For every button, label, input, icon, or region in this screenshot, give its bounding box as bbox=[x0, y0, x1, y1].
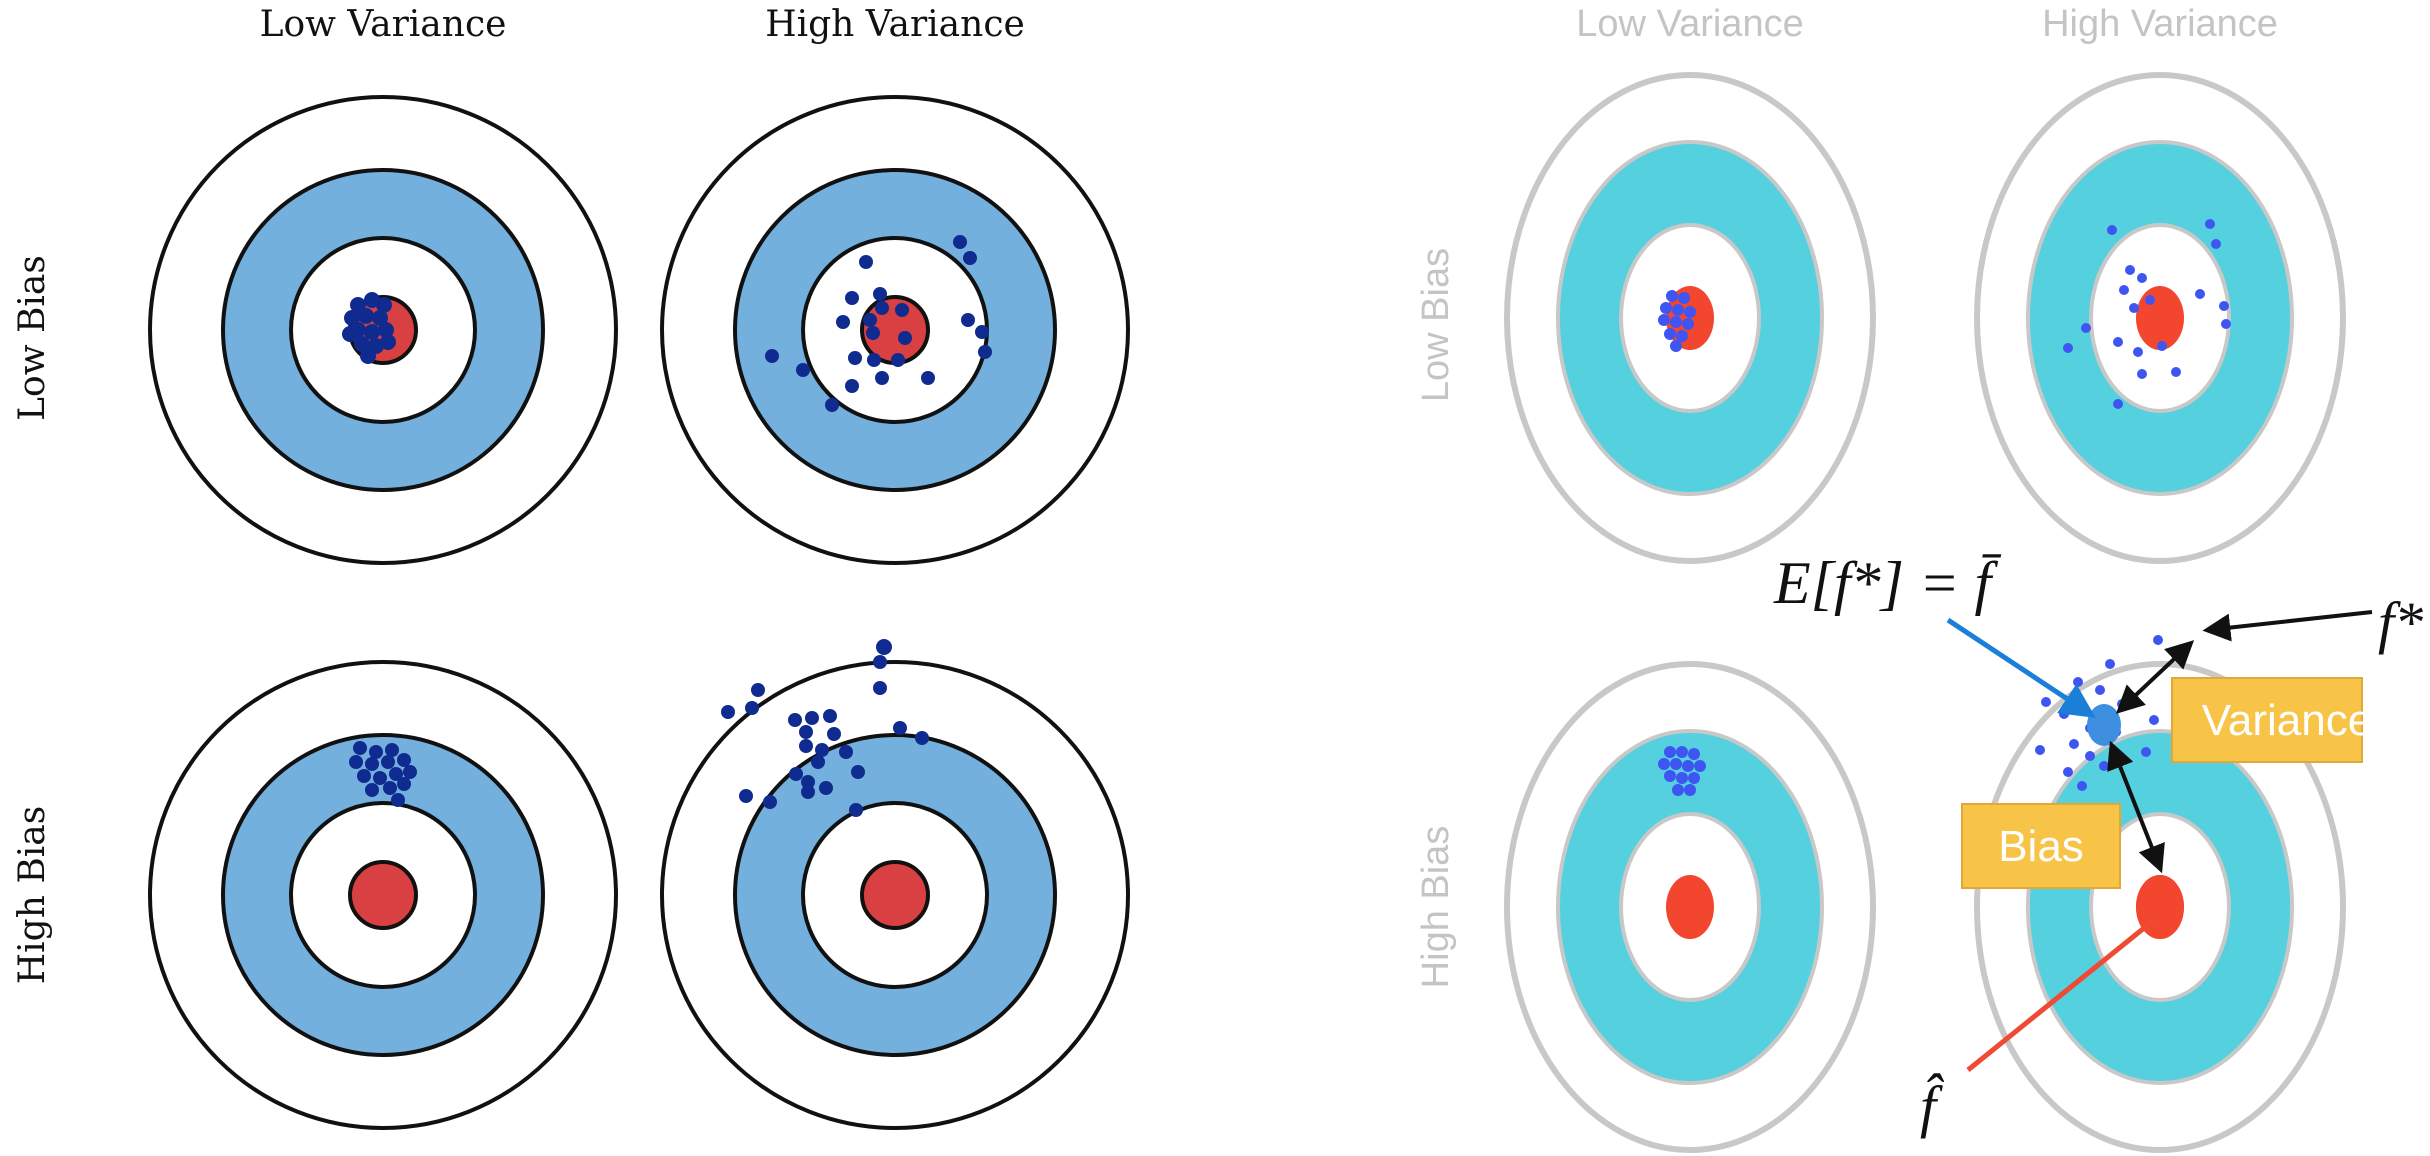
left-row-label-high-bias: High Bias bbox=[12, 806, 53, 985]
f-hat-label: f̂ bbox=[1920, 1074, 1944, 1139]
expected-value-arrow bbox=[1946, 617, 2096, 718]
expected-value-marker bbox=[2087, 704, 2121, 746]
right-dots-high-bias-low-variance bbox=[1658, 746, 1706, 796]
right-target-low-bias-high-variance bbox=[1974, 72, 2346, 564]
left-row-label-low-bias: Low Bias bbox=[12, 255, 53, 421]
left-dots-high-bias-high-variance bbox=[721, 639, 929, 817]
right-dots-low-bias-low-variance bbox=[1658, 290, 1696, 352]
variance-label: Variance bbox=[2202, 696, 2372, 745]
left-target-high-bias-high-variance bbox=[660, 660, 1130, 1130]
left-target-high-bias-low-variance bbox=[148, 660, 618, 1130]
right-col-label-high-variance: High Variance bbox=[2042, 3, 2278, 45]
right-target-high-bias-low-variance bbox=[1504, 661, 1876, 1153]
left-dots-low-bias-high-variance bbox=[765, 235, 992, 412]
variance-arrow bbox=[2115, 640, 2195, 714]
expected-value-label: E[f*] = f̄ bbox=[1773, 550, 2002, 616]
right-row-label-high-bias: High Bias bbox=[1415, 826, 1457, 989]
left-target-low-bias-high-variance bbox=[660, 95, 1130, 565]
left-dots-high-bias-low-variance bbox=[349, 741, 417, 807]
bias-label-box: Bias bbox=[1961, 803, 2121, 889]
left-col-label-high-variance: High Variance bbox=[765, 4, 1025, 45]
bias-label: Bias bbox=[1998, 822, 2084, 871]
bias-arrow bbox=[2107, 740, 2165, 874]
left-dots-low-bias-low-variance bbox=[342, 292, 396, 364]
right-panel: Low Variance High Variance Low Bias High… bbox=[1415, 3, 2423, 1153]
variance-label-box: Variance bbox=[2171, 677, 2372, 763]
f-star-arrow bbox=[2202, 610, 2373, 642]
f-hat-pointer bbox=[1966, 918, 2156, 1072]
right-row-label-low-bias: Low Bias bbox=[1415, 248, 1457, 402]
left-col-label-low-variance: Low Variance bbox=[260, 4, 507, 45]
right-col-label-low-variance: Low Variance bbox=[1576, 3, 1803, 45]
f-star-label: f* bbox=[2378, 590, 2423, 655]
right-dots-low-bias-high-variance bbox=[2063, 219, 2231, 409]
left-panel: Low Variance High Variance Low Bias High… bbox=[12, 4, 1130, 1130]
